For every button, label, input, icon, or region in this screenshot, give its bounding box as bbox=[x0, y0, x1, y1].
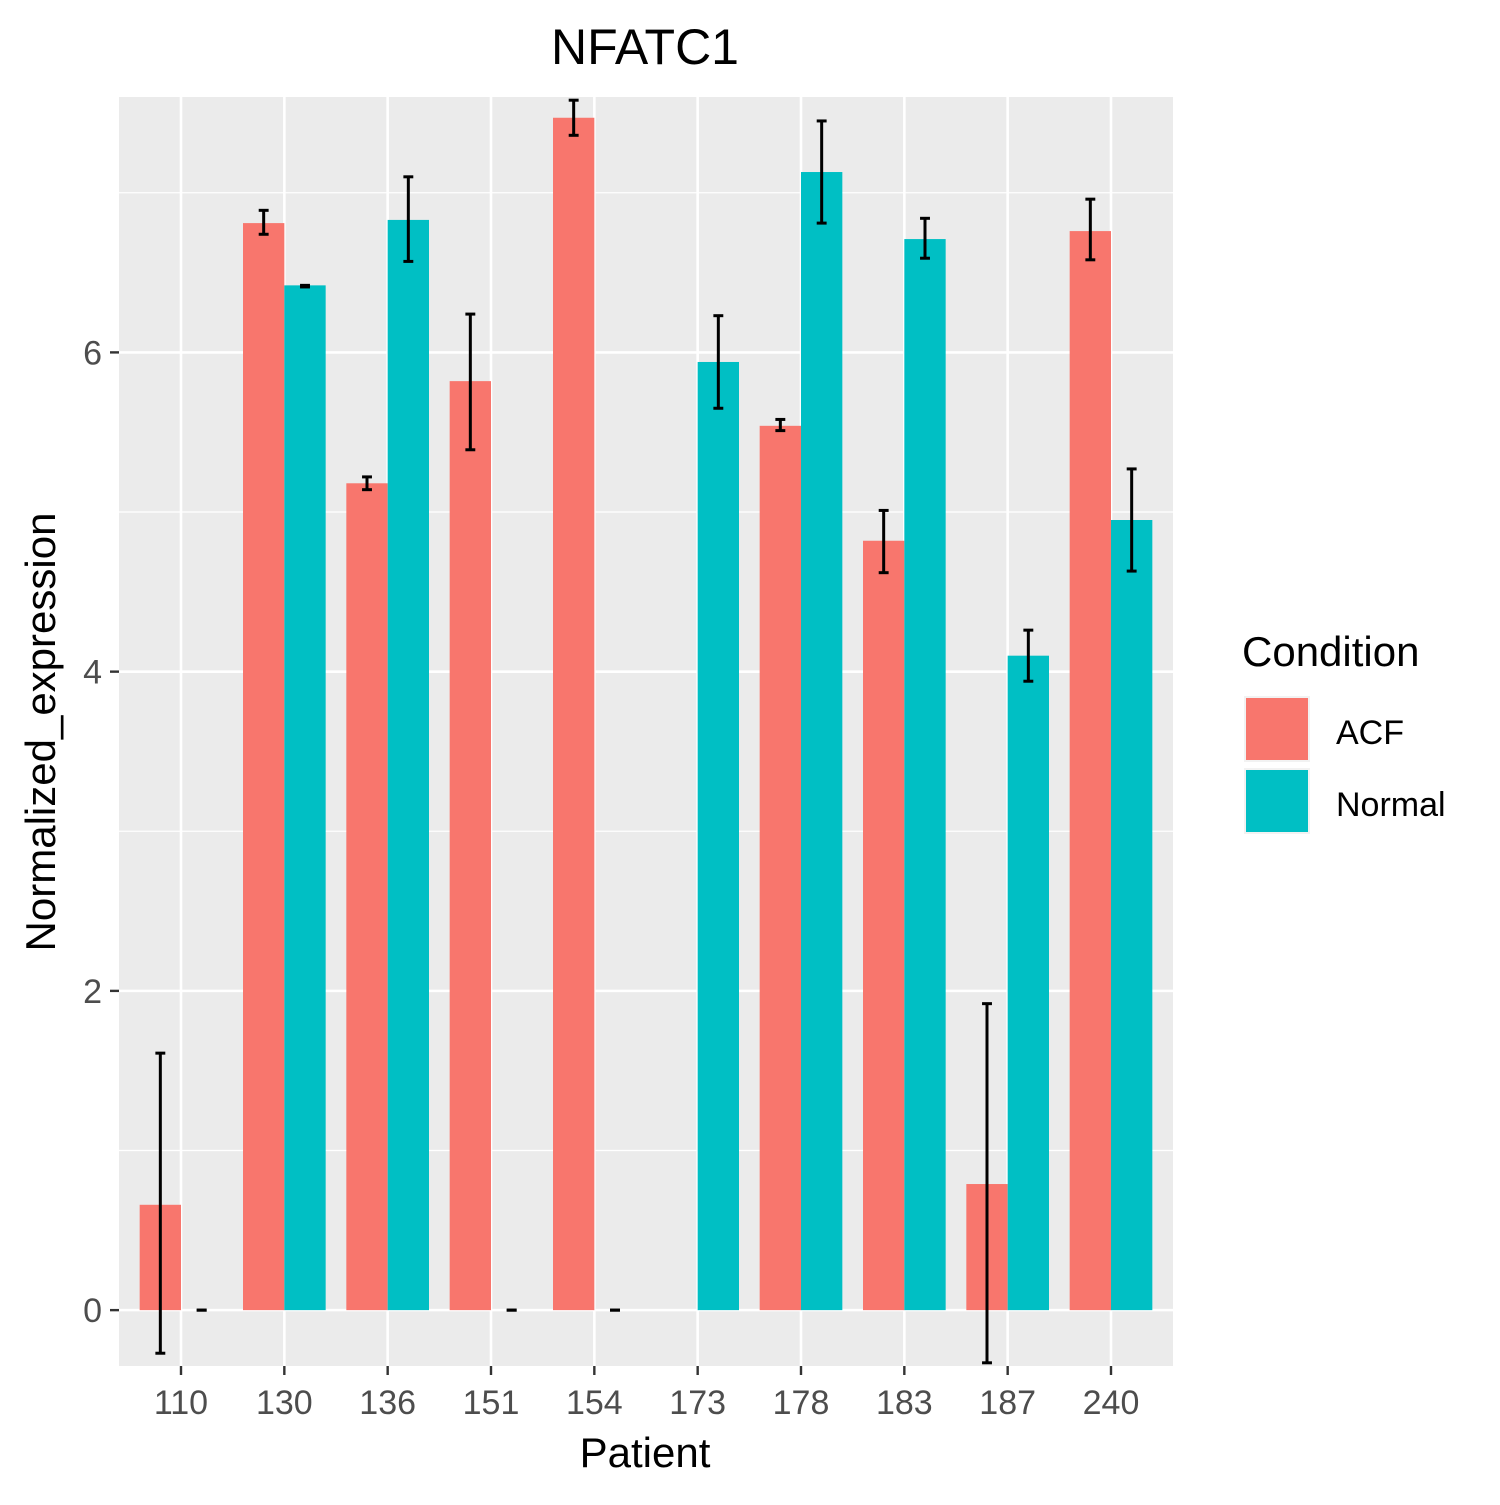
legend-label-normal: Normal bbox=[1336, 786, 1446, 824]
y-tick-label: 2 bbox=[83, 973, 102, 1011]
errorbar-acf-183 bbox=[878, 508, 889, 575]
errorbar-acf-151 bbox=[465, 312, 476, 452]
errorbar-normal-183 bbox=[920, 216, 930, 260]
x-axis: 110 130 136 151 154 173 178 183 187 240 bbox=[154, 1366, 1139, 1422]
y-tick-label: 4 bbox=[83, 654, 102, 692]
errorbar-acf-178 bbox=[775, 417, 786, 433]
errorbar-acf-154 bbox=[568, 98, 579, 137]
errorbar-acf-130 bbox=[258, 208, 269, 236]
errorbar-acf-136 bbox=[362, 475, 372, 492]
x-tick-label: 178 bbox=[773, 1384, 830, 1422]
bar-acf-240 bbox=[1069, 231, 1111, 1311]
legend-title: Condition bbox=[1242, 628, 1419, 675]
y-axis-title: Normalized_expression bbox=[17, 513, 64, 952]
errorbar-normal-173 bbox=[713, 314, 724, 410]
bar-acf-154 bbox=[553, 117, 595, 1311]
x-tick-label: 183 bbox=[876, 1384, 933, 1422]
bar-acf-151 bbox=[449, 381, 491, 1311]
y-axis: 0 2 4 6 bbox=[83, 334, 119, 1330]
x-tick-label: 240 bbox=[1083, 1384, 1140, 1422]
bar-normal-240 bbox=[1111, 520, 1153, 1311]
x-tick-label: 151 bbox=[463, 1384, 520, 1422]
errorbar-acf-240 bbox=[1085, 197, 1096, 262]
x-tick-label: 154 bbox=[566, 1384, 623, 1422]
bar-acf-130 bbox=[243, 223, 285, 1311]
x-tick-label: 136 bbox=[359, 1384, 416, 1422]
bar-normal-183 bbox=[904, 239, 946, 1311]
bars bbox=[139, 117, 1153, 1311]
errorbar-acf-110 bbox=[155, 1051, 166, 1355]
error-bars bbox=[155, 98, 1137, 1365]
x-tick-label: 110 bbox=[154, 1384, 208, 1422]
chart-title: NFATC1 bbox=[551, 19, 739, 75]
bar-normal-173 bbox=[697, 361, 739, 1311]
y-tick-label: 0 bbox=[83, 1292, 102, 1330]
x-tick-label: 130 bbox=[256, 1384, 313, 1422]
legend-label-acf: ACF bbox=[1336, 714, 1404, 752]
bar-normal-178 bbox=[801, 172, 843, 1311]
x-axis-title: Patient bbox=[580, 1429, 711, 1476]
x-tick-label: 187 bbox=[979, 1384, 1036, 1422]
errorbar-normal-187 bbox=[1023, 628, 1034, 683]
errorbar-normal-130 bbox=[300, 283, 310, 289]
errorbar-acf-187 bbox=[982, 1002, 992, 1365]
bar-normal-136 bbox=[387, 219, 429, 1311]
bar-normal-187 bbox=[1007, 655, 1049, 1311]
errorbar-normal-136 bbox=[403, 175, 414, 263]
bar-acf-136 bbox=[346, 483, 388, 1311]
legend: Condition ACF Normal bbox=[1242, 628, 1446, 834]
errorbar-normal-240 bbox=[1126, 467, 1137, 573]
legend-key-normal bbox=[1246, 770, 1308, 832]
x-tick-label: 173 bbox=[669, 1384, 726, 1422]
bar-normal-130 bbox=[284, 285, 326, 1311]
bar-acf-183 bbox=[863, 540, 905, 1311]
legend-key-acf bbox=[1246, 698, 1308, 760]
errorbar-normal-178 bbox=[816, 119, 827, 225]
bar-acf-178 bbox=[759, 425, 801, 1311]
y-tick-label: 6 bbox=[83, 334, 102, 372]
